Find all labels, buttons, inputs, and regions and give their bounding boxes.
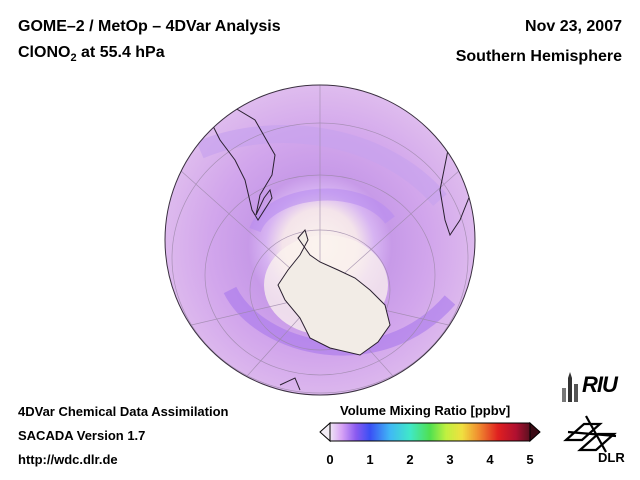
colorbar-tick: 5 [526,452,534,467]
mixing-band [223,286,456,356]
map-title: GOME–2 / MetOp – 4DVar Analysis [18,18,281,35]
colorbar-min-arrow [319,421,331,443]
species-level: at 55.4 hPa [76,44,165,61]
colorbar-tick: 0 [326,452,334,467]
australia-outline [349,391,397,395]
mixing-band [196,125,447,206]
species-name: ClONO [18,44,71,61]
colorbar-title: Volume Mixing Ratio [ppbv] [340,403,511,418]
riu-logo-icon [562,372,578,402]
species-subscript: 2 [70,52,77,65]
date-label: Nov 23, 2007 [525,18,622,35]
colorbar-gradient [329,422,531,442]
footer-assimilation: 4DVar Chemical Data Assimilation [18,404,229,419]
hemisphere-label: Southern Hemisphere [455,48,622,65]
colorbar-tick: 4 [486,452,494,467]
dlr-logo-icon [563,415,617,453]
dlr-logo-text: DLR [598,450,625,465]
globe-outline [164,84,476,396]
new-zealand-outline [279,377,301,391]
riu-logo-text: RIU [582,372,618,397]
colorbar [319,421,541,443]
footer-url[interactable]: http://wdc.dlr.de [18,452,118,467]
southern-hemisphere-globe [164,84,476,396]
colorbar-tick: 2 [406,452,414,467]
antarctica-outline [277,228,391,356]
colorbar-tick: 1 [366,452,374,467]
colorbar-max-arrow [529,421,541,443]
mixing-band [249,188,395,233]
footer-version: SACADA Version 1.7 [18,428,146,443]
colorbar-tick: 3 [446,452,454,467]
species-label: ClONO2 at 55.4 hPa [18,44,165,64]
south-america-outline [204,104,276,221]
